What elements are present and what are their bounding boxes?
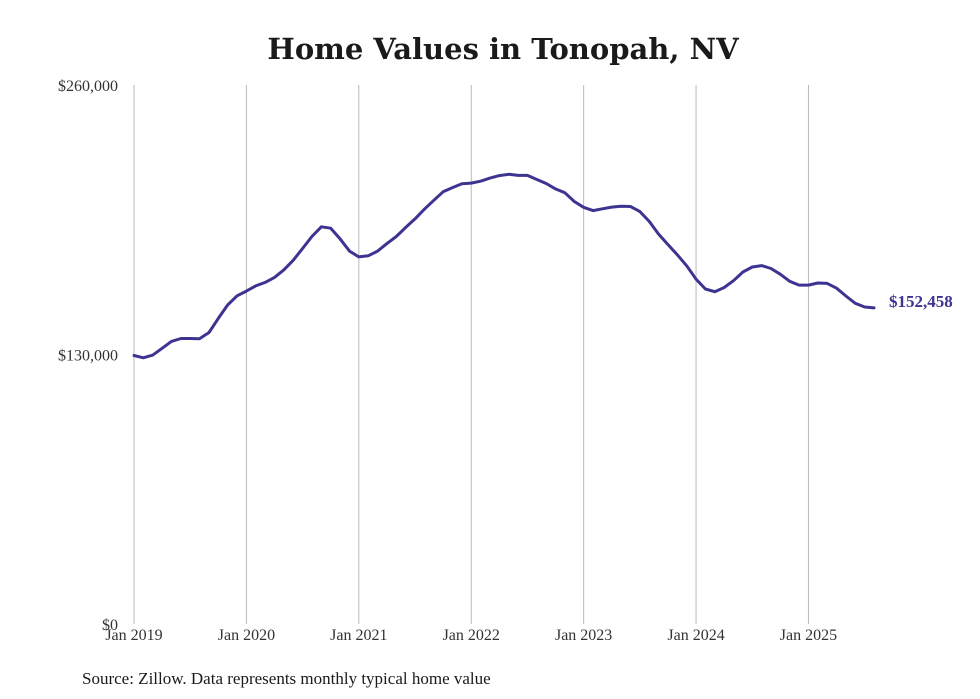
x-tick-label: Jan 2022	[443, 627, 500, 644]
y-axis: $0 $130,000 $260,000	[58, 78, 118, 634]
x-tick-label: Jan 2020	[218, 627, 275, 644]
x-tick-label: Jan 2025	[780, 627, 837, 644]
series-layer: $152,458	[132, 172, 953, 360]
x-tick-label: Jan 2019	[105, 627, 162, 644]
y-tick-label: $130,000	[58, 348, 118, 365]
gridlines	[133, 85, 809, 624]
x-tick-label: Jan 2021	[330, 627, 387, 644]
x-axis: Jan 2019 Jan 2020 Jan 2021 Jan 2022 Jan 2023…	[105, 627, 837, 644]
end-value-label: $152,458	[889, 292, 953, 311]
series-line	[132, 172, 876, 360]
y-tick-label: $260,000	[58, 78, 118, 95]
chart-title: Home Values in Tonopah, NV	[267, 32, 739, 66]
x-tick-label: Jan 2024	[667, 627, 724, 644]
source-note: Source: Zillow. Data represents monthly …	[82, 669, 491, 688]
y-tick-label: $0	[102, 617, 118, 634]
x-tick-label: Jan 2023	[555, 627, 612, 644]
